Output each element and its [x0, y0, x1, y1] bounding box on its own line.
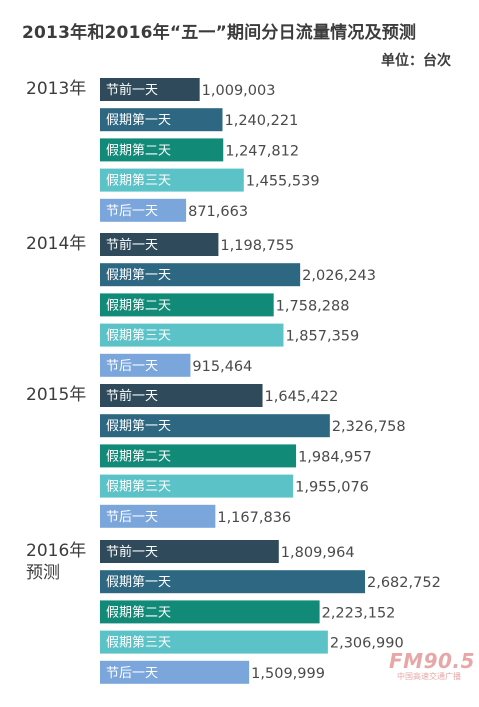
bar-value-label: 2,306,990 — [330, 636, 404, 652]
bar — [100, 138, 224, 162]
bar-category-label: 假期第三天 — [106, 174, 171, 189]
bar-category-label: 假期第三天 — [106, 480, 171, 495]
bar-value-label: 1,758,288 — [276, 298, 350, 314]
bar-value-label: 1,645,422 — [265, 389, 339, 405]
bar-value-label: 2,326,758 — [332, 419, 406, 435]
bar-category-label: 假期第一天 — [106, 419, 171, 434]
bar — [100, 444, 297, 468]
fm905-watermark-logo: FM90.5 中国高速交通广播 — [389, 649, 475, 682]
bar — [100, 353, 191, 377]
bar — [100, 293, 274, 317]
bar-value-label: 1,955,076 — [295, 480, 369, 496]
bar-value-label: 2,223,152 — [322, 605, 396, 621]
bar-value-label: 1,455,539 — [246, 174, 320, 190]
watermark-sub: 中国高速交通广播 — [397, 672, 461, 681]
bar — [100, 414, 330, 438]
bar — [100, 263, 301, 287]
bar — [100, 323, 284, 347]
bar-value-label: 1,509,999 — [251, 666, 325, 682]
bar-value-label: 1,009,003 — [202, 83, 276, 99]
bar-value-label: 1,167,836 — [217, 510, 291, 526]
bar-category-label: 节前一天 — [106, 544, 158, 560]
bar — [100, 168, 244, 192]
bar — [100, 660, 250, 684]
bar-category-label: 节前一天 — [106, 388, 158, 404]
bar-category-label: 假期第二天 — [106, 605, 171, 620]
bar-category-label: 假期第二天 — [106, 143, 171, 158]
group-label-year: 2014年 — [26, 234, 86, 254]
bar-value-label: 1,198,755 — [220, 238, 294, 254]
bar — [100, 474, 294, 498]
bar-category-label: 假期第一天 — [106, 575, 171, 590]
bar-category-label: 节后一天 — [106, 204, 158, 219]
bar-category-label: 假期第三天 — [106, 329, 171, 344]
bar-value-label: 1,984,957 — [298, 449, 372, 465]
bar-value-label: 1,857,359 — [285, 329, 359, 345]
bar — [100, 504, 216, 528]
bar-category-label: 假期第三天 — [106, 636, 171, 651]
bar — [100, 600, 320, 624]
bar-category-label: 节前一天 — [106, 82, 158, 98]
bar-category-label: 假期第一天 — [106, 268, 171, 283]
bar-value-label: 871,663 — [188, 204, 248, 220]
bar-category-label: 假期第二天 — [106, 298, 171, 313]
bar — [100, 384, 263, 407]
bar-category-label: 节后一天 — [106, 510, 158, 525]
bar-category-label: 节后一天 — [106, 359, 158, 374]
unit-label: 单位：台次 — [381, 53, 451, 69]
bar-value-label: 1,809,964 — [281, 545, 355, 561]
bar-category-label: 节后一天 — [106, 666, 158, 681]
bar — [100, 198, 187, 222]
bar-category-label: 假期第一天 — [106, 113, 171, 128]
group-label-note: 预测 — [26, 563, 60, 583]
watermark-main: FM90.5 — [389, 649, 475, 673]
bar — [100, 108, 223, 132]
bar-value-label: 2,026,243 — [302, 268, 376, 284]
bar — [100, 540, 279, 563]
group-label-year: 2016年 — [26, 541, 86, 561]
chart-title: 2013年和2016年“五一”期间分日流量情况及预测 — [22, 23, 417, 43]
bar — [100, 570, 365, 594]
bar — [100, 78, 200, 101]
bar-value-label: 1,240,221 — [225, 113, 299, 129]
bar-category-label: 节前一天 — [106, 237, 158, 253]
bar-value-label: 2,682,752 — [367, 575, 441, 591]
bar-value-label: 915,464 — [192, 359, 252, 375]
group-label-year: 2015年 — [26, 385, 86, 405]
bar-category-label: 假期第二天 — [106, 449, 171, 464]
bar-value-label: 1,247,812 — [225, 143, 299, 159]
bar — [100, 233, 219, 256]
bar — [100, 630, 328, 654]
group-label-year: 2013年 — [26, 79, 86, 99]
